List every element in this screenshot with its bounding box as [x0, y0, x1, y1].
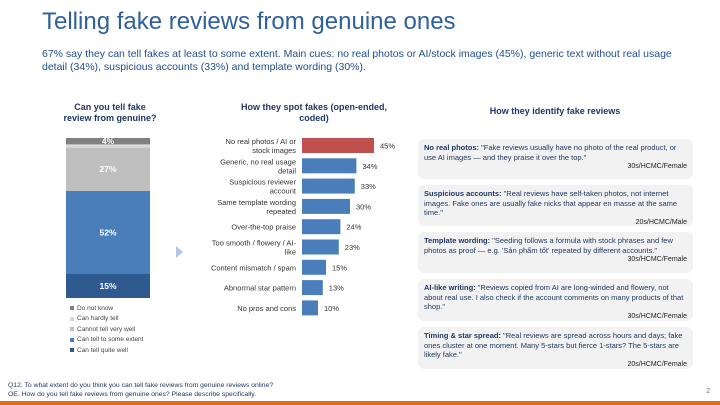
category-label: No pros and cons	[237, 304, 296, 313]
legend-swatch	[70, 327, 74, 332]
category-label: No real photos / AI or	[226, 137, 297, 146]
bars-chart-title: How they spot fakes (open-ended, coded)	[214, 102, 414, 124]
quote-card: Timing & star spread: "Real reviews are …	[418, 327, 693, 369]
quote-source: 30s/HCMC/Female	[627, 163, 687, 170]
stacked-chart-legend: Do not know Can hardly tell Cannot tell ve…	[70, 303, 143, 356]
bar-value-label: 23%	[345, 243, 360, 252]
quote-card: Template wording: "Seeding follows a for…	[418, 232, 693, 273]
quote-text: Suspicious accounts: "Real reviews have …	[424, 189, 687, 218]
bar	[302, 300, 318, 316]
quote-label: No real photos:	[424, 143, 480, 152]
quote-label: AI-like writing:	[424, 283, 476, 292]
bars-chart-title-line-2: coded)	[299, 113, 329, 123]
quote-source: 20s/HCMC/Male	[635, 218, 687, 226]
quote-card: No real photos: "Fake reviews usually ha…	[418, 139, 693, 179]
bar	[302, 239, 339, 255]
quote-body: "Fake reviews usually have no photo of t…	[424, 143, 677, 162]
stacked-chart-title-line-2: review from genuine?	[63, 113, 157, 123]
quote-label: Timing & star spread:	[424, 331, 501, 340]
category-label: Abnormal star pattern	[224, 284, 296, 293]
bar-value-label: 45%	[380, 142, 395, 151]
stacked-segment	[66, 274, 150, 298]
legend-item: Can hardly tell	[70, 314, 143, 325]
bar	[302, 138, 374, 153]
legend-swatch	[70, 316, 74, 321]
stacked-segment-label: 27%	[99, 164, 116, 174]
bar-value-label: 24%	[346, 223, 361, 232]
quotes-panel-title: How they identify fake reviews	[489, 106, 621, 116]
category-label: repeated	[266, 207, 296, 216]
category-label: Suspicious reviewer	[229, 178, 296, 187]
category-label: Same template wording	[217, 198, 296, 207]
quote-card: Suspicious accounts: "Real reviews have …	[418, 185, 693, 226]
legend-label: Do not know	[77, 304, 114, 312]
page-subtitle: 67% say they can tell fakes at least to …	[42, 48, 672, 73]
stacked-segment	[66, 138, 150, 145]
bar-value-label: 13%	[329, 284, 344, 293]
legend-item: Can tell quite well	[70, 345, 143, 356]
quote-body: "Seeding follows a formula with stock ph…	[424, 236, 673, 255]
bars-chart-title-line-1: How they spot fakes (open-ended,	[240, 102, 388, 112]
stacked-segment-label: 52%	[99, 227, 116, 237]
stacked-segment	[66, 190, 150, 274]
category-label: like	[285, 248, 296, 257]
legend-label: Can hardly tell	[77, 315, 119, 323]
legend-item: Cannot tell very well	[70, 324, 143, 335]
page-number: 2	[706, 388, 710, 395]
category-label: Content mismatch / spam	[211, 263, 296, 272]
stacked-chart-title-line-1: Can you tell fake	[74, 102, 146, 112]
quote-body: "Real reviews are spread across hours an…	[424, 331, 683, 359]
bar	[302, 259, 326, 275]
category-label: stock images	[252, 146, 296, 155]
legend-item: Can tell to some extent	[70, 335, 143, 346]
quote-label: Suspicious accounts:	[424, 189, 502, 198]
category-label: account	[270, 187, 297, 196]
quote-text: AI-like writing: "Reviews copied from AI…	[424, 283, 687, 312]
legend-swatch	[70, 337, 74, 342]
quote-card: AI-like writing: "Reviews copied from AI…	[418, 279, 693, 321]
bar	[302, 178, 355, 194]
quote-text: Template wording: "Seeding follows a for…	[424, 236, 687, 255]
footnote-line-2: OE. How do you tell fake reviews from ge…	[8, 390, 257, 398]
footnote-line-1: Q12. To what extent do you think you can…	[8, 382, 274, 389]
charts-canvas: 15% 52% 27% 4% 45% No real photos / AI orstoc…	[66, 136, 395, 316]
quote-label: Template wording:	[424, 236, 491, 245]
stacked-segment-label: 15%	[99, 281, 116, 291]
bar	[302, 198, 350, 214]
stacked-segment-label: 4%	[102, 136, 115, 146]
category-label: Generic, no real usage	[220, 157, 296, 166]
quote-body: "Reviews copied from AI are long-winded …	[424, 283, 684, 311]
stacked-segment	[66, 144, 150, 148]
quote-text: No real photos: "Fake reviews usually ha…	[424, 143, 687, 162]
page-title: Telling fake reviews from genuine ones	[42, 8, 456, 35]
legend-label: Can tell to some extent	[77, 336, 144, 344]
bar	[302, 280, 323, 296]
category-label: Too smooth / flowery / AI-	[212, 239, 297, 248]
legend-swatch	[70, 348, 74, 353]
bar-value-label: 34%	[362, 162, 377, 171]
quote-source: 30s/HCMC/Female	[627, 312, 687, 320]
quote-body: "Real reviews have self-taken photos, no…	[424, 189, 678, 217]
bar	[302, 158, 357, 174]
quote-source: 20s/HCMC/Female	[627, 360, 687, 368]
bar-value-label: 15%	[332, 263, 347, 272]
bar-value-label: 33%	[361, 182, 376, 191]
stacked-segment	[66, 147, 150, 191]
bottom-accent-bar	[0, 401, 720, 405]
legend-label: Cannot tell very well	[77, 325, 136, 333]
arrow-icon	[176, 246, 183, 258]
quote-text: Timing & star spread: "Real reviews are …	[424, 331, 687, 360]
footnote: Q12. To what extent do you think you can…	[8, 382, 273, 399]
bar-value-label: 30%	[356, 202, 371, 211]
category-label: Over-the-top praise	[231, 223, 296, 232]
legend-item: Do not know	[70, 303, 143, 314]
quote-source: 30s/HCMC/Female	[627, 256, 687, 263]
legend-label: Can tell quite well	[77, 346, 128, 354]
stacked-chart-title: Can you tell fake review from genuine?	[52, 102, 168, 124]
bar	[302, 219, 341, 235]
category-label: detail	[278, 166, 296, 175]
legend-swatch	[70, 306, 74, 311]
bar-value-label: 10%	[324, 304, 339, 313]
